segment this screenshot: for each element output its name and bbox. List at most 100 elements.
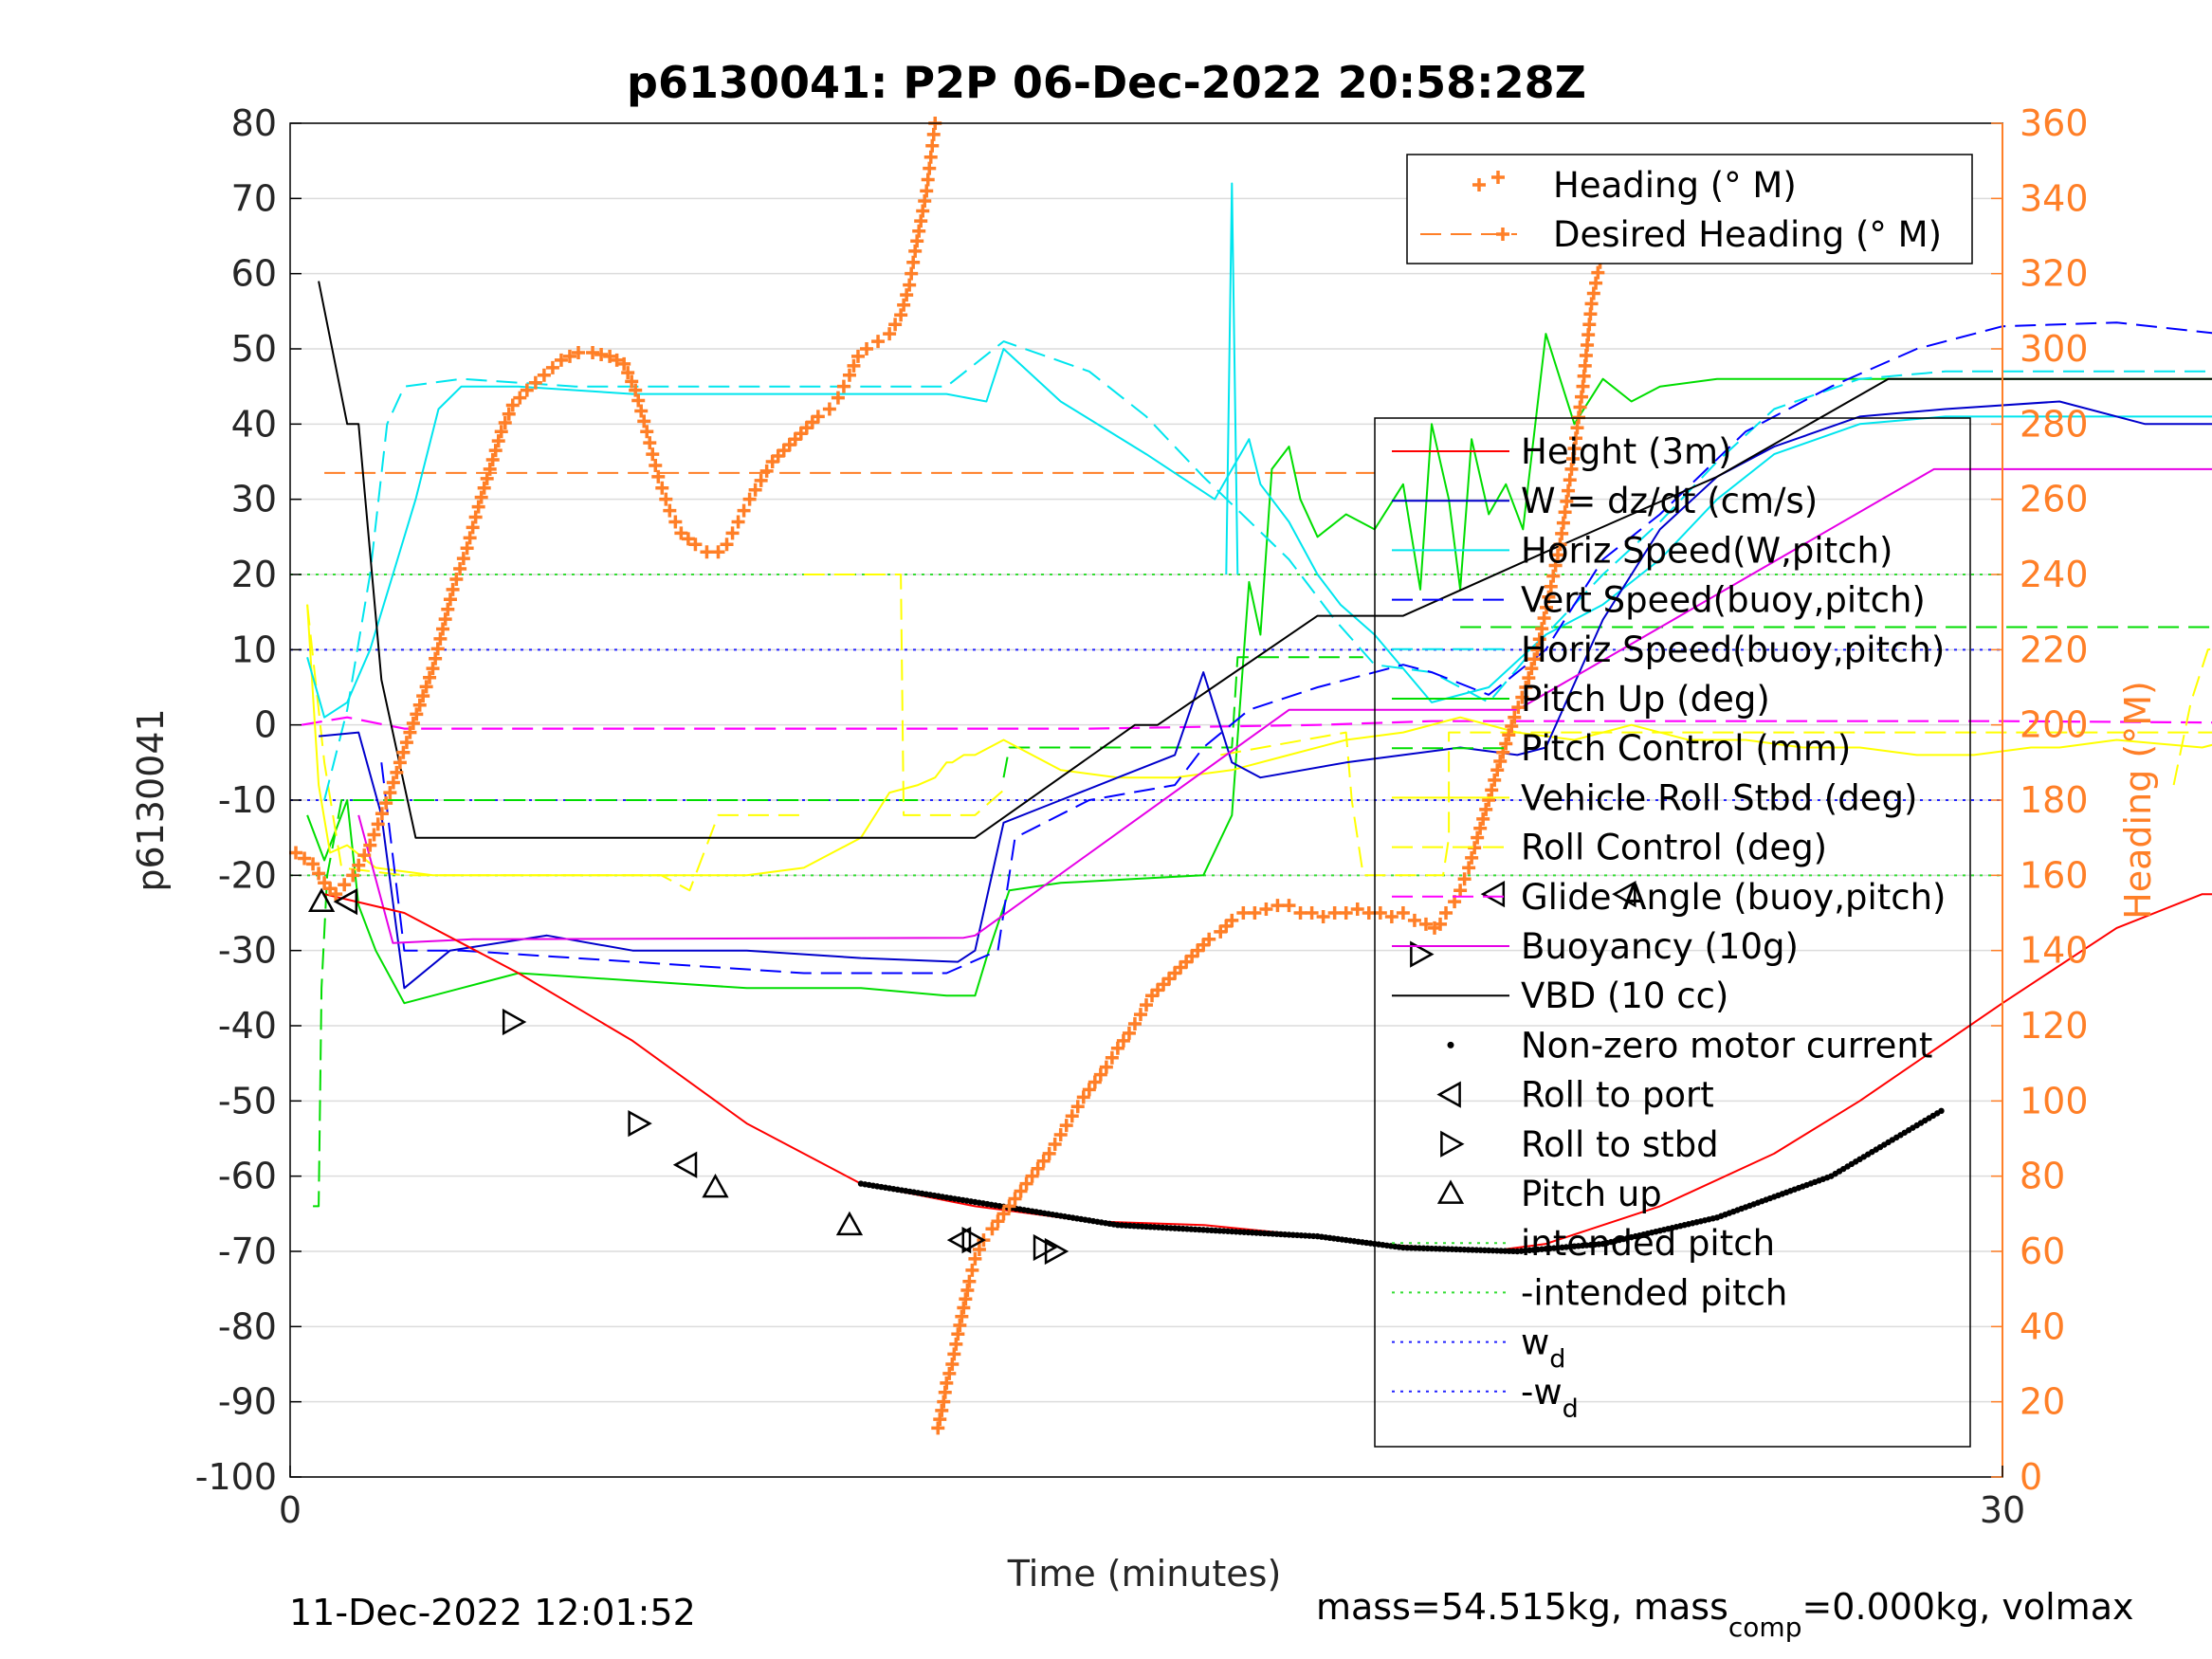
heading-point	[748, 483, 762, 497]
x-tick-label: 0	[279, 1489, 302, 1531]
legend-label: Roll Control (deg)	[1521, 828, 1827, 868]
heading-point	[847, 358, 861, 373]
heading-point	[390, 765, 404, 779]
heading-point	[456, 552, 470, 566]
heading-point	[1048, 1137, 1062, 1151]
heading-point	[399, 736, 413, 750]
right-y-tick-label: 320	[2020, 253, 2089, 295]
legend-label: Roll to port	[1521, 1075, 1714, 1116]
heading-point	[1530, 643, 1545, 657]
heading-point	[1540, 600, 1553, 614]
heading-point	[572, 345, 586, 359]
heading-point	[949, 1337, 963, 1351]
heading-point	[1088, 1075, 1102, 1089]
legend-label-text: Height (3m)	[1521, 431, 1732, 472]
heading-point	[1110, 1041, 1124, 1055]
heading-point	[436, 622, 450, 636]
heading-point	[631, 393, 646, 408]
heading-point	[910, 234, 924, 248]
heading-point	[962, 1274, 977, 1288]
heading-point	[352, 858, 366, 872]
heading-point	[643, 436, 657, 450]
heading-point	[649, 458, 663, 472]
heading-point	[386, 775, 400, 790]
heading-point	[1508, 710, 1522, 724]
pitch-up-line	[306, 333, 2212, 1005]
legend-label-text: Roll to stbd	[1521, 1124, 1719, 1165]
heading-point	[1362, 906, 1376, 920]
pitch-control-line	[1002, 656, 1363, 778]
heading-point	[488, 444, 503, 458]
legend-label-text: -w	[1521, 1372, 1563, 1413]
heading-point	[1546, 569, 1561, 583]
y-axis-label: p6130041	[130, 708, 172, 891]
heading-point	[742, 492, 757, 506]
legend-label: Pitch Up (deg)	[1521, 679, 1770, 720]
heading-point	[897, 298, 911, 312]
heading-point	[640, 425, 654, 439]
legend-label-text: W = dz/dt (cm/s)	[1521, 481, 1818, 521]
motor-current-dot	[1938, 1107, 1945, 1115]
heading-point	[1127, 1017, 1142, 1031]
tri-left-marker	[946, 1226, 972, 1254]
heading-point	[1462, 861, 1476, 875]
heading-point	[1532, 632, 1546, 647]
marker-layer	[307, 881, 1636, 1266]
legend-label-text: Buoyancy (10g)	[1521, 926, 1799, 967]
heading-point	[888, 318, 903, 332]
horiz-speed-buoy-line	[323, 340, 2212, 801]
heading-point	[1065, 1109, 1079, 1123]
heading-point	[289, 846, 303, 860]
heading-point	[926, 127, 941, 141]
tri-right-marker	[961, 1226, 986, 1254]
heading-point	[396, 745, 411, 759]
heading-point	[850, 349, 865, 363]
legend-label-sub: d	[1563, 1395, 1579, 1424]
heading-point	[1002, 1199, 1016, 1213]
heading-point	[410, 707, 424, 721]
heading-point	[1418, 917, 1433, 931]
heading-point	[923, 161, 937, 175]
tri-up-marker	[307, 887, 336, 912]
heading-point	[921, 173, 935, 187]
pitch-control-line	[313, 799, 919, 1208]
heading-point	[494, 425, 508, 439]
right-y-tick-label: 80	[2020, 1156, 2065, 1197]
heading-point	[931, 1421, 945, 1435]
heading-point	[681, 532, 695, 546]
heading-point	[1140, 998, 1153, 1012]
heading-point	[894, 308, 908, 322]
heading-point	[1434, 917, 1448, 931]
heading-point	[629, 383, 643, 397]
legend-dot	[1447, 1041, 1454, 1048]
heading-point	[933, 1413, 947, 1427]
axes: 80706050403020100-10-20-30-40-50-60-70-8…	[195, 102, 2089, 1531]
heading-point	[668, 515, 683, 529]
heading-point	[1488, 773, 1502, 787]
tri-up-marker	[835, 1211, 864, 1236]
heading-point	[1122, 1026, 1136, 1040]
heading-point	[1305, 906, 1319, 920]
heading-point	[1505, 719, 1519, 733]
heading-point	[634, 404, 649, 418]
heading-point	[406, 716, 420, 730]
heading-point	[520, 383, 534, 397]
heading-point	[338, 878, 352, 892]
footer-mass-part2: =0.000kg, volmax	[1801, 1586, 2133, 1628]
legend-label: Vehicle Roll Stbd (deg)	[1521, 777, 1917, 818]
heading-point	[912, 224, 926, 238]
heading-point	[430, 642, 445, 656]
y-tick-label: 10	[231, 629, 277, 670]
heading-point	[965, 1263, 979, 1277]
heading-point	[363, 838, 377, 852]
heading-point	[1133, 1008, 1147, 1022]
legend-tri-left	[1436, 1081, 1461, 1108]
legend-main: Height (3m) W = dz/dt (cm/s) Horiz Speed(W…	[1374, 417, 1971, 1448]
footer-mass-sub: comp	[1728, 1612, 1802, 1643]
legend-label-text: Roll Control (deg)	[1521, 828, 1827, 868]
legend-heading: Heading (° M) Desired Heading (° M)	[1406, 154, 1973, 264]
legend-label-text: Pitch Control (mm)	[1521, 728, 1851, 769]
heading-point	[468, 510, 483, 524]
legend-tri-up	[1436, 1179, 1465, 1204]
